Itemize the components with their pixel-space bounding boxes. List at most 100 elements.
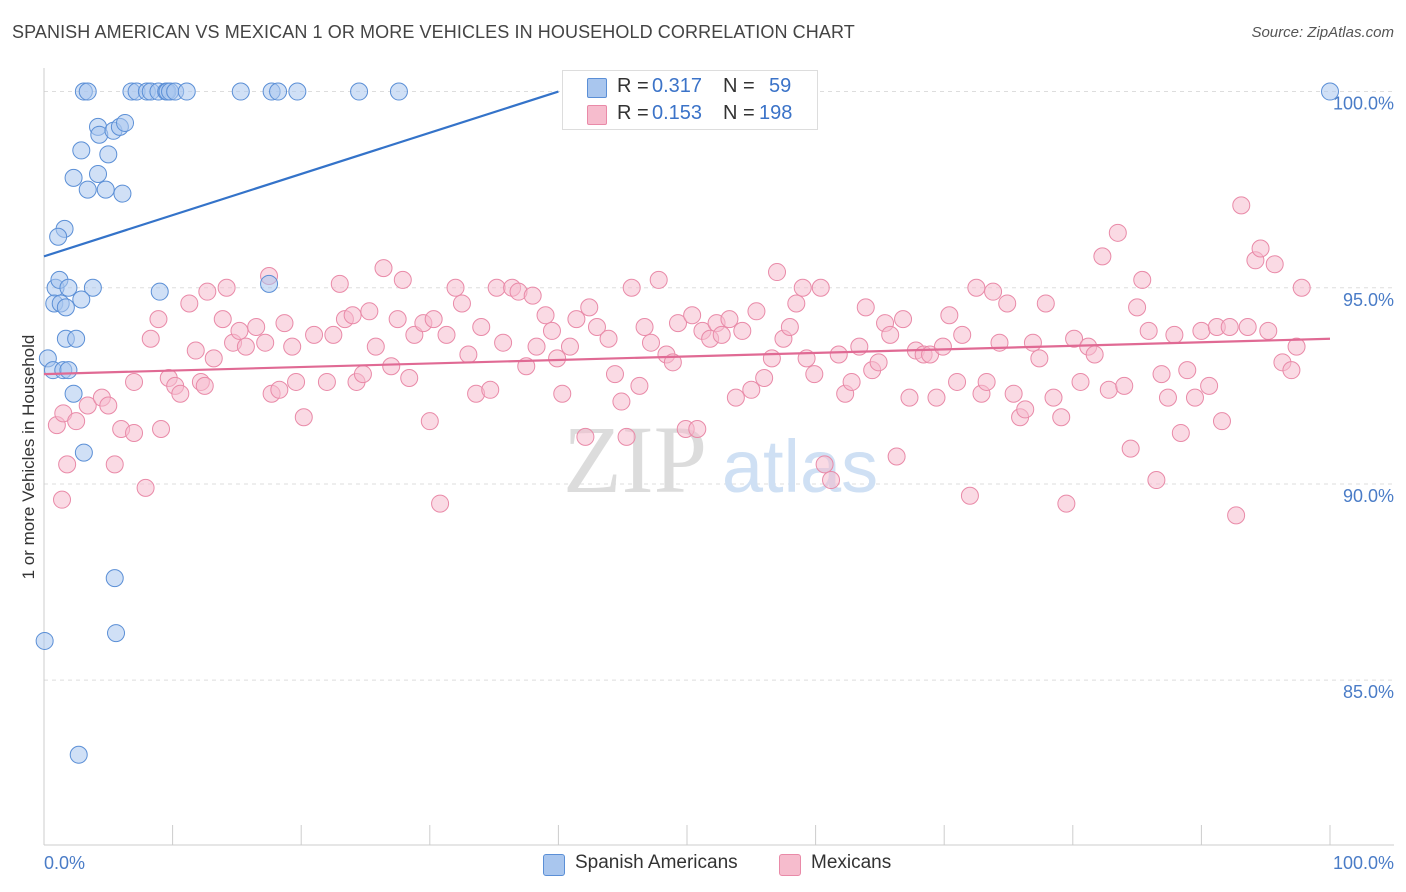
mexicans-point <box>230 321 249 340</box>
mexicans-point <box>688 420 707 439</box>
mexicans-point <box>1259 321 1278 340</box>
watermark-atlas: atlas <box>722 425 878 508</box>
mexicans-point <box>617 427 636 446</box>
mexicans-point <box>459 345 478 364</box>
mexicans-point <box>452 294 471 313</box>
mexicans-point <box>622 278 641 297</box>
y-tick-labels: 85.0% 90.0% 95.0% 100.0% <box>1333 94 1394 703</box>
legend-n-value: 59 <box>769 75 792 97</box>
mexicans-point <box>755 369 774 388</box>
mexicans-point <box>58 455 77 474</box>
mexicans-point <box>649 270 668 289</box>
mexicans-point <box>811 278 830 297</box>
mexicans-point <box>856 298 875 317</box>
mexicans-point <box>576 427 595 446</box>
mexicans-point <box>481 380 500 399</box>
mexicans-point <box>1085 345 1104 364</box>
mexicans-point <box>953 325 972 344</box>
chart-title: SPANISH AMERICAN VS MEXICAN 1 OR MORE VE… <box>12 22 855 42</box>
spanish-americans-trend-line <box>43 90 559 258</box>
mexicans-point <box>1108 223 1127 242</box>
gridlines <box>44 91 1394 681</box>
mexicans-point <box>900 388 919 407</box>
mexicans-point <box>99 396 118 415</box>
mexicans-point <box>67 412 86 431</box>
mexicans-point <box>1152 365 1171 384</box>
spanish-americans-point <box>64 384 83 403</box>
mexicans-point <box>720 310 739 329</box>
mexicans-point <box>1023 333 1042 352</box>
mexicans-point <box>1220 318 1239 336</box>
mexicans-point <box>1200 376 1219 395</box>
mexicans-point <box>186 341 205 360</box>
spanish-americans-points <box>35 82 1339 764</box>
mexicans-point <box>869 353 888 372</box>
legend-n-value: 198 <box>759 102 793 124</box>
mexicans-point <box>270 380 289 399</box>
legend-n-label: N = <box>723 75 755 97</box>
mexicans-point <box>641 333 660 352</box>
mexicans-point <box>580 298 599 317</box>
legend-r-value: 0.153 <box>652 102 703 124</box>
mexicans-point <box>360 302 379 321</box>
mexicans-point <box>1030 349 1049 368</box>
mexicans-point <box>283 337 302 356</box>
mexicans-point <box>887 447 906 466</box>
spanish-americans-point <box>96 180 115 199</box>
spanish-americans-point <box>389 82 408 101</box>
mexicans-point <box>1128 298 1147 317</box>
spanish-americans-point <box>350 82 369 101</box>
mexicans-point <box>446 278 465 297</box>
mexicans-point <box>437 325 456 344</box>
spanish-americans-point <box>59 278 78 297</box>
mexicans-point <box>1004 384 1023 403</box>
mexicans-point <box>1185 388 1204 407</box>
mexicans-point <box>1036 294 1055 313</box>
spanish-americans-point <box>107 624 126 643</box>
spanish-americans-point <box>78 180 97 199</box>
mexicans-point <box>787 294 806 313</box>
mexicans-trend-line <box>43 337 1331 376</box>
mexicans-point <box>536 306 555 325</box>
mexicans-point <box>948 372 967 391</box>
mexicans-point <box>635 318 654 336</box>
mexicans-point <box>494 333 513 352</box>
mexicans-point <box>768 263 787 282</box>
spanish-americans-point <box>269 82 288 101</box>
y-tick-label: 95.0% <box>1343 290 1394 310</box>
spanish-americans-point <box>72 290 91 309</box>
mexicans-point <box>78 396 97 415</box>
spanish-americans-point <box>105 569 124 588</box>
mexicans-point <box>762 349 781 368</box>
mexicans-point <box>1044 388 1063 407</box>
mexicans-point <box>1158 388 1177 407</box>
mexicans-point <box>599 329 618 348</box>
legend-swatch-blue <box>587 78 607 98</box>
mexicans-point <box>793 278 812 297</box>
mexicans-point <box>940 306 959 325</box>
mexicans-point <box>217 278 236 297</box>
mexicans-point <box>977 372 996 391</box>
mexicans-point <box>780 318 799 336</box>
mexicans-point <box>523 286 542 305</box>
spanish-americans-point <box>89 164 108 183</box>
mexicans-point <box>1065 329 1084 348</box>
spanish-americans-point <box>1321 82 1339 101</box>
spanish-americans-point <box>78 82 97 101</box>
x-tick-label-max: 100.0% <box>1333 853 1394 873</box>
spanish-americans-point <box>64 168 83 187</box>
mexicans-point <box>829 345 848 364</box>
mexicans-point <box>1016 400 1035 419</box>
y-tick-label: 100.0% <box>1333 94 1394 114</box>
mexicans-point <box>324 325 343 344</box>
mexicans-point <box>105 455 124 474</box>
mexicans-point <box>998 294 1017 313</box>
mexicans-point <box>553 384 572 403</box>
y-tick-label: 85.0% <box>1343 682 1394 702</box>
mexicans-point <box>567 310 586 329</box>
mexicans-point <box>1052 408 1071 427</box>
x-tick-label-min: 0.0% <box>44 853 85 873</box>
mexicans-point <box>560 337 579 356</box>
mexicans-point <box>1238 318 1257 336</box>
mexicans-point <box>894 310 913 329</box>
